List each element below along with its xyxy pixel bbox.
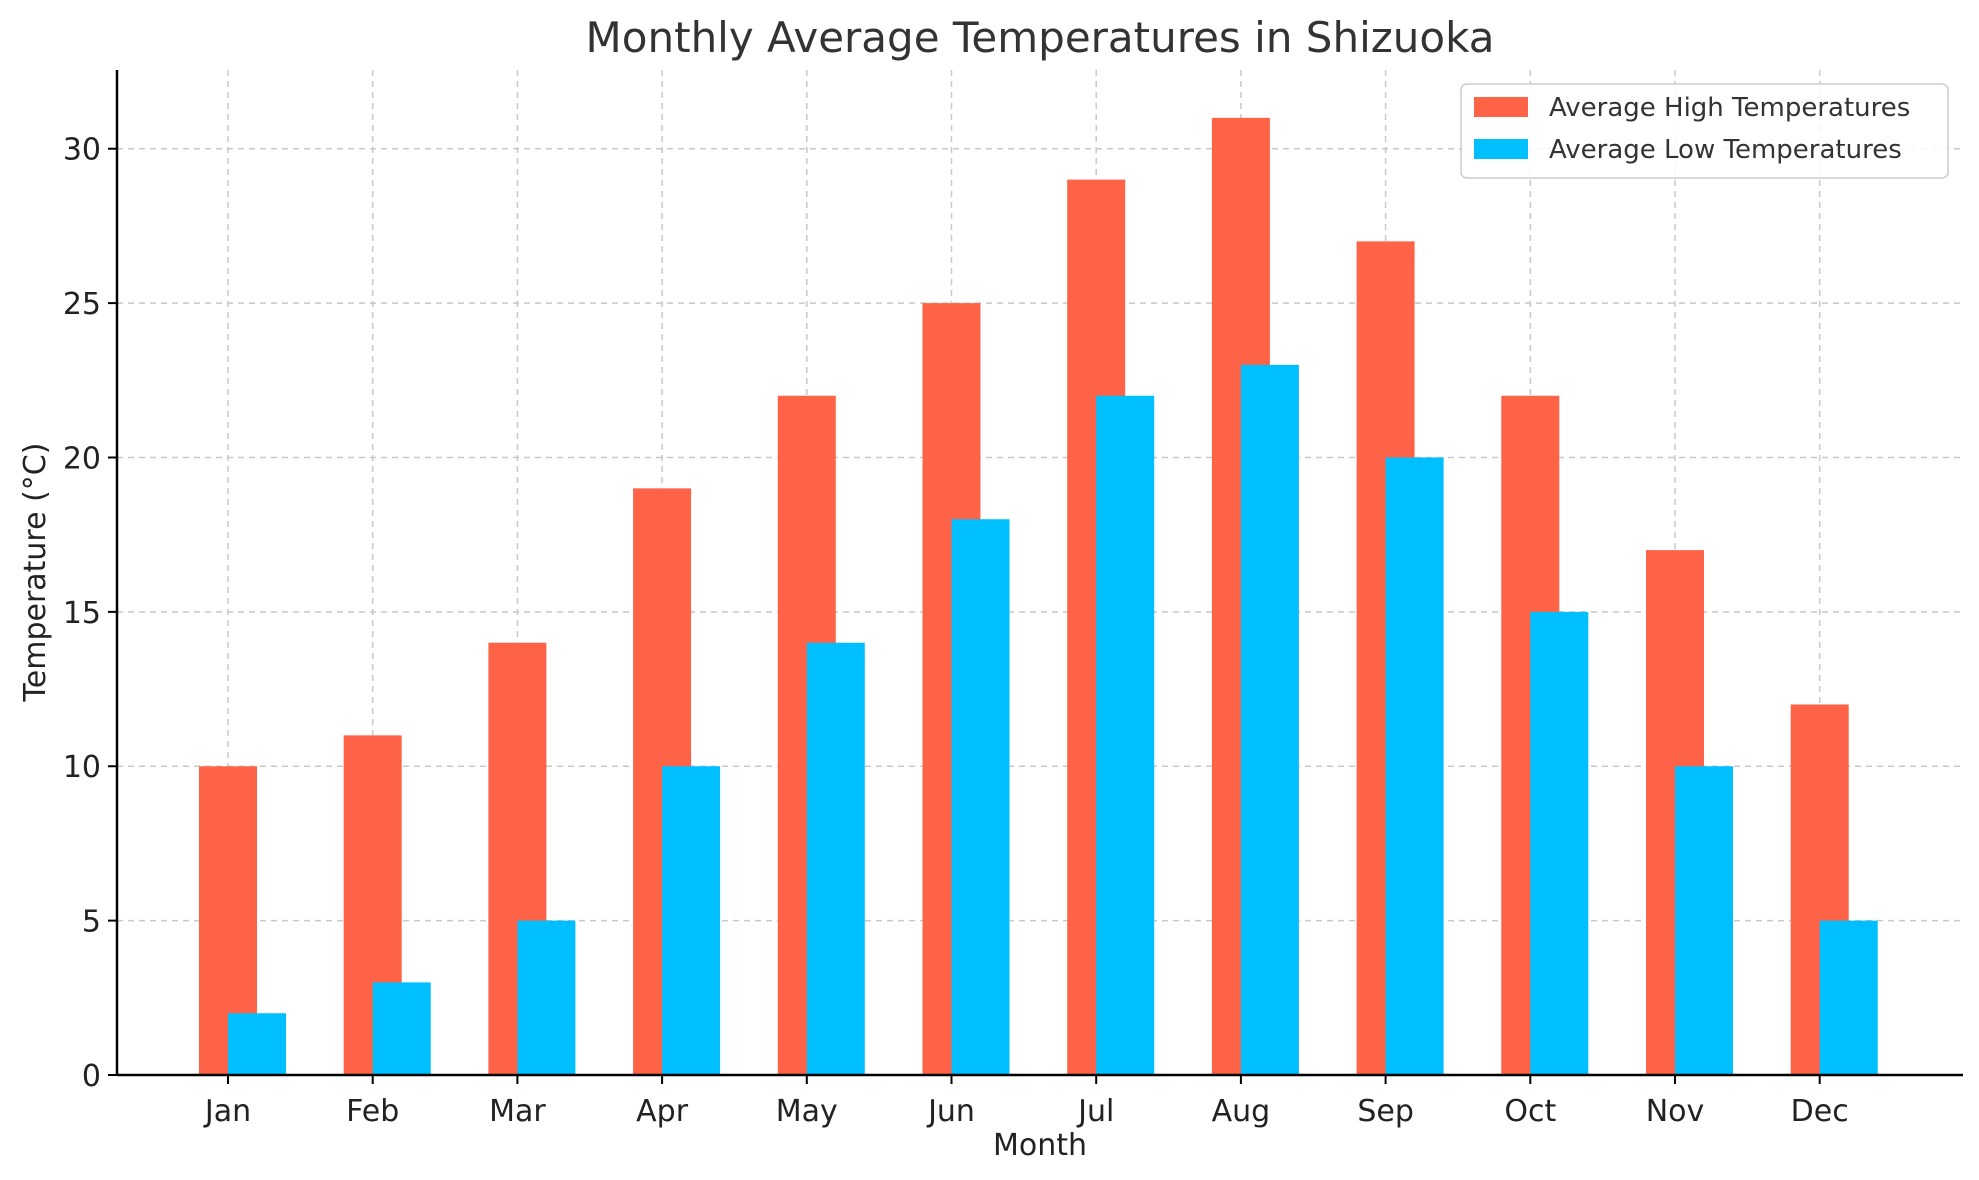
y-tick-label-0: 0 [82,1059,101,1094]
x-tick-label-5: Jun [926,1094,975,1129]
x-tick-label-10: Nov [1646,1094,1705,1129]
y-tick-label-4: 20 [63,441,101,476]
x-tick-label-1: Feb [346,1094,399,1129]
y-tick-label-1: 5 [82,905,101,940]
bars-group [199,117,1878,1076]
bar-low-sep [1385,457,1444,1075]
y-ticks: 0 5 10 15 20 25 30 [63,133,117,1094]
legend-label-high: Average High Temperatures [1549,93,1910,123]
legend-frame [1460,83,1949,179]
legend-label-low: Average Low Temperatures [1549,135,1902,165]
x-tick-label-4: May [776,1094,838,1129]
bar-low-nov [1675,766,1733,1075]
bar-low-jun [951,519,1010,1075]
x-tick-label-11: Dec [1791,1094,1849,1129]
legend: Average High Temperatures Average Low Te… [1460,83,1949,179]
axes [115,70,1963,1077]
x-tick-label-9: Oct [1504,1094,1556,1129]
bar-low-aug [1240,364,1299,1075]
y-tick-label-3: 15 [63,596,101,631]
bar-low-jan [228,1013,286,1075]
legend-swatch-low [1474,139,1528,159]
bar-low-jul [1096,395,1155,1076]
bar-low-mar [517,920,576,1075]
x-axis-label: Month [993,1128,1087,1163]
x-tick-label-7: Aug [1212,1094,1271,1129]
bar-low-dec [1819,920,1878,1075]
x-ticks: Jan Feb Mar Apr May Jun Jul Aug Sep Oct Nov Dec [203,1075,1849,1129]
bar-low-feb [372,982,431,1075]
bar-low-apr [662,766,721,1075]
x-tick-label-2: Mar [489,1094,546,1129]
x-tick-label-8: Sep [1357,1094,1414,1129]
y-tick-label-2: 10 [63,750,101,785]
x-tick-label-3: Apr [636,1094,689,1129]
x-tick-label-6: Jul [1076,1094,1114,1129]
y-tick-label-6: 30 [63,133,101,168]
y-axis-label: Temperature (°C) [18,443,53,703]
bar-low-may [806,642,865,1075]
bar-low-oct [1530,611,1589,1075]
legend-swatch-high [1474,97,1528,117]
chart-title: Monthly Average Temperatures in Shizuoka [586,13,1495,62]
y-tick-label-5: 25 [63,287,101,322]
x-tick-label-0: Jan [203,1094,251,1129]
